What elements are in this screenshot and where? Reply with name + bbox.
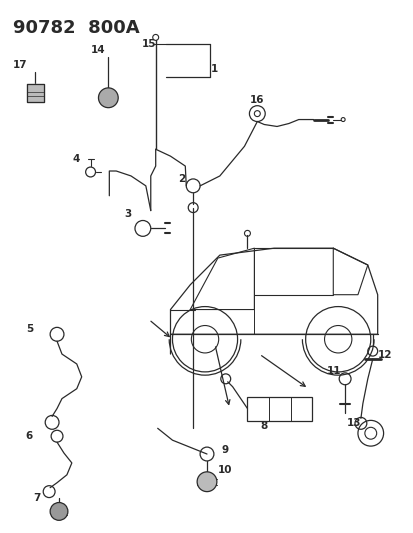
Bar: [247, 397, 311, 422]
Text: 9: 9: [221, 445, 228, 455]
Circle shape: [197, 472, 216, 491]
Text: 10: 10: [217, 465, 231, 475]
Text: 3: 3: [124, 208, 131, 219]
Text: 1: 1: [211, 64, 218, 74]
Text: 5: 5: [26, 325, 33, 334]
Text: 7: 7: [33, 492, 41, 503]
Text: 12: 12: [376, 350, 391, 360]
Text: 15: 15: [141, 39, 156, 50]
Text: 14: 14: [91, 45, 106, 55]
Circle shape: [98, 88, 118, 108]
Text: 13: 13: [346, 418, 361, 429]
Text: 4: 4: [72, 154, 79, 164]
Circle shape: [50, 503, 68, 520]
Text: 16: 16: [249, 95, 264, 105]
Text: 8: 8: [260, 421, 267, 431]
Text: 11: 11: [326, 366, 341, 376]
Text: 6: 6: [26, 431, 33, 441]
Text: 17: 17: [13, 60, 28, 70]
Text: 2: 2: [177, 174, 185, 184]
Polygon shape: [27, 84, 44, 102]
Text: 90782  800A: 90782 800A: [13, 19, 139, 37]
